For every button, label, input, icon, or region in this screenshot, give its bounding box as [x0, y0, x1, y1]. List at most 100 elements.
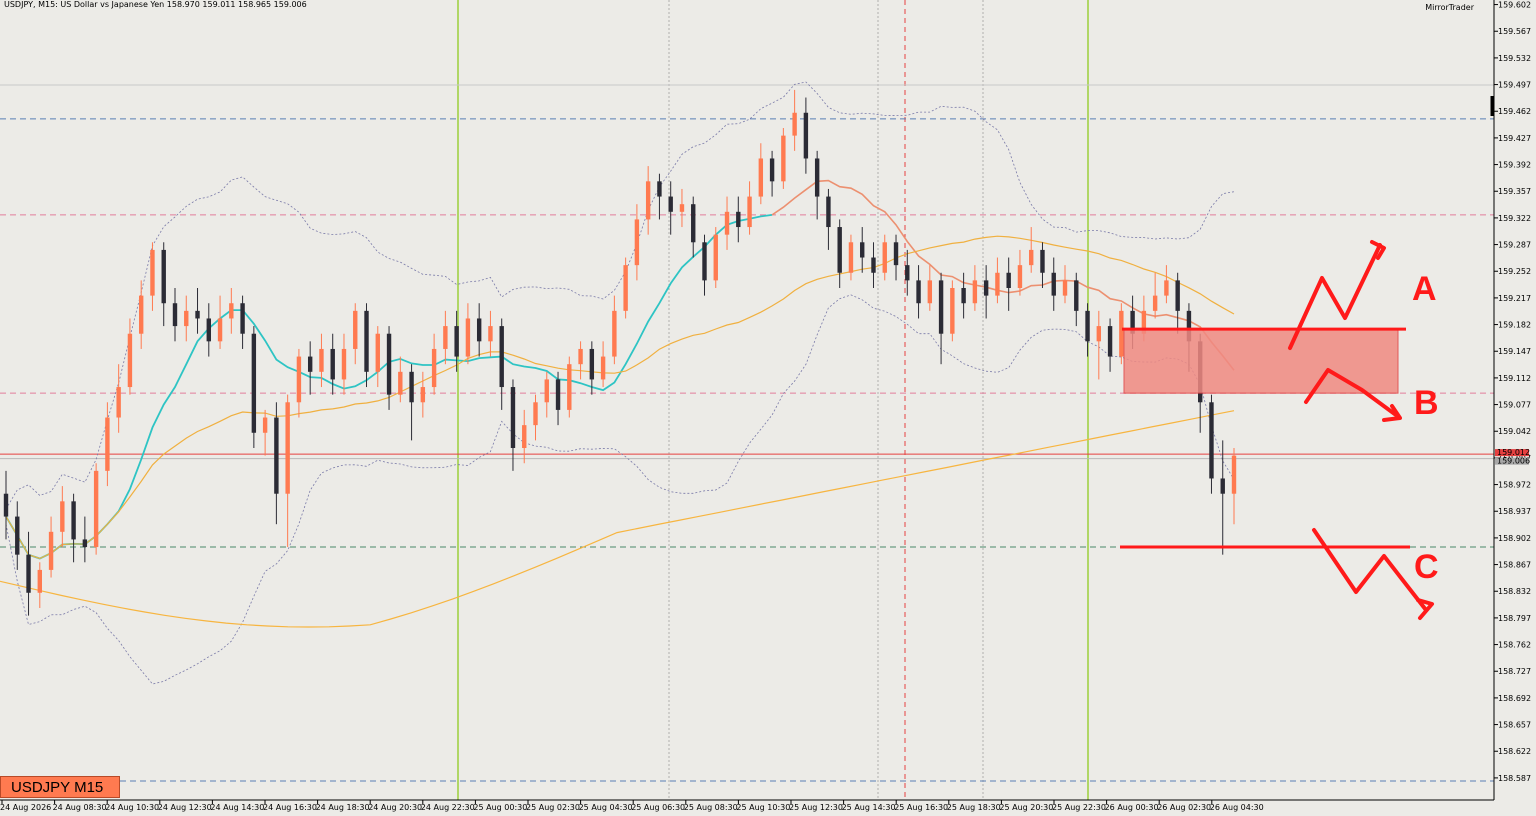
- candle: [1062, 265, 1068, 304]
- candle-body: [454, 326, 459, 357]
- candle-body: [555, 379, 561, 410]
- scenario-a-arrowhead: [1370, 240, 1386, 260]
- x-tick-label: 25 Aug 04:30: [579, 803, 633, 812]
- candle: [567, 356, 572, 418]
- supply-zone-box[interactable]: [1123, 328, 1399, 394]
- candle-body: [871, 257, 876, 273]
- candle: [837, 219, 842, 288]
- candle: [510, 379, 516, 471]
- candle: [184, 295, 189, 342]
- candle: [713, 227, 718, 288]
- candle-body: [1074, 280, 1079, 311]
- candle: [657, 173, 662, 220]
- candle-body: [860, 242, 865, 258]
- candle-body: [217, 318, 223, 342]
- candle-body: [961, 288, 966, 304]
- candle-body: [307, 356, 313, 372]
- candle-body: [296, 356, 302, 403]
- candle: [769, 150, 775, 197]
- supply-zone[interactable]: [1120, 327, 1410, 549]
- candle: [409, 364, 414, 441]
- candle-body: [983, 280, 989, 296]
- candle-body: [1085, 310, 1090, 342]
- candle: [60, 486, 65, 548]
- price-tag-label: 159.012: [1497, 448, 1530, 457]
- candle: [116, 364, 121, 433]
- candle: [882, 234, 887, 281]
- candle: [589, 341, 595, 395]
- y-tick-label: 159.532: [1498, 54, 1531, 63]
- candle-body: [927, 280, 933, 304]
- candle: [386, 326, 392, 410]
- candle-body: [1231, 455, 1237, 494]
- moving-averages: [0, 179, 1235, 628]
- y-tick-label: 159.042: [1498, 427, 1531, 436]
- candle-body: [1119, 310, 1124, 357]
- y-tick-label: 159.427: [1498, 134, 1531, 143]
- candle: [1209, 394, 1214, 494]
- y-tick-label: 159.392: [1498, 161, 1531, 170]
- x-tick-label: 24 Aug 10:30: [105, 803, 159, 812]
- candle: [522, 409, 527, 464]
- candle: [612, 295, 617, 365]
- candle-body: [814, 158, 820, 197]
- candle-body: [950, 288, 955, 334]
- y-tick-label: 159.287: [1498, 241, 1531, 250]
- candle-body: [645, 181, 651, 220]
- candle-body: [71, 501, 76, 540]
- candle: [127, 318, 133, 395]
- candle-body: [567, 364, 572, 410]
- candle-body: [1096, 326, 1102, 342]
- y-tick-label: 159.077: [1498, 401, 1531, 410]
- candle: [916, 265, 921, 319]
- candle-body: [319, 348, 324, 372]
- x-tick-label: 25 Aug 16:30: [894, 803, 948, 812]
- candle: [454, 310, 459, 372]
- candle: [1017, 249, 1023, 296]
- x-tick-label: 24 Aug 12:30: [158, 803, 212, 812]
- brand-label: MirrorTrader: [1425, 3, 1474, 12]
- x-tick-label: 25 Aug 22:30: [1052, 803, 1106, 812]
- candle-body: [679, 204, 685, 212]
- candle-body: [1051, 272, 1056, 296]
- x-tick-label: 24 Aug 22:30: [421, 803, 475, 812]
- candle-body: [330, 348, 335, 380]
- candle-body: [375, 333, 380, 372]
- candle: [398, 356, 403, 403]
- candle-body: [409, 371, 414, 403]
- candle-body: [702, 242, 707, 281]
- y-tick-label: 158.727: [1498, 667, 1531, 676]
- bollinger-bands: [5, 81, 1235, 685]
- candle: [274, 402, 279, 525]
- candle-body: [657, 181, 662, 197]
- candle: [860, 227, 865, 273]
- candle: [240, 295, 245, 349]
- candle-body: [3, 493, 9, 517]
- candle: [71, 493, 76, 563]
- candle-body: [972, 280, 978, 304]
- candle: [1074, 272, 1079, 327]
- candle: [533, 394, 538, 441]
- candle-body: [82, 539, 88, 548]
- x-tick-label: 24 Aug 18:30: [316, 803, 370, 812]
- candle-body: [724, 211, 730, 235]
- candle: [1051, 257, 1056, 311]
- candle: [555, 371, 561, 426]
- horizontal-levels: [0, 84, 1494, 782]
- candle: [961, 272, 966, 319]
- scenario-label-a: A: [1412, 270, 1437, 308]
- candle-body: [116, 387, 121, 418]
- candle-body: [781, 135, 786, 182]
- candle-body: [769, 158, 775, 182]
- candle-body: [1130, 310, 1135, 334]
- candle-body: [736, 211, 741, 228]
- candle-body: [398, 371, 403, 395]
- candle-body: [848, 242, 854, 273]
- y-tick-label: 159.112: [1498, 374, 1531, 383]
- candle: [105, 402, 110, 487]
- candle-body: [48, 531, 54, 570]
- candle: [443, 310, 448, 365]
